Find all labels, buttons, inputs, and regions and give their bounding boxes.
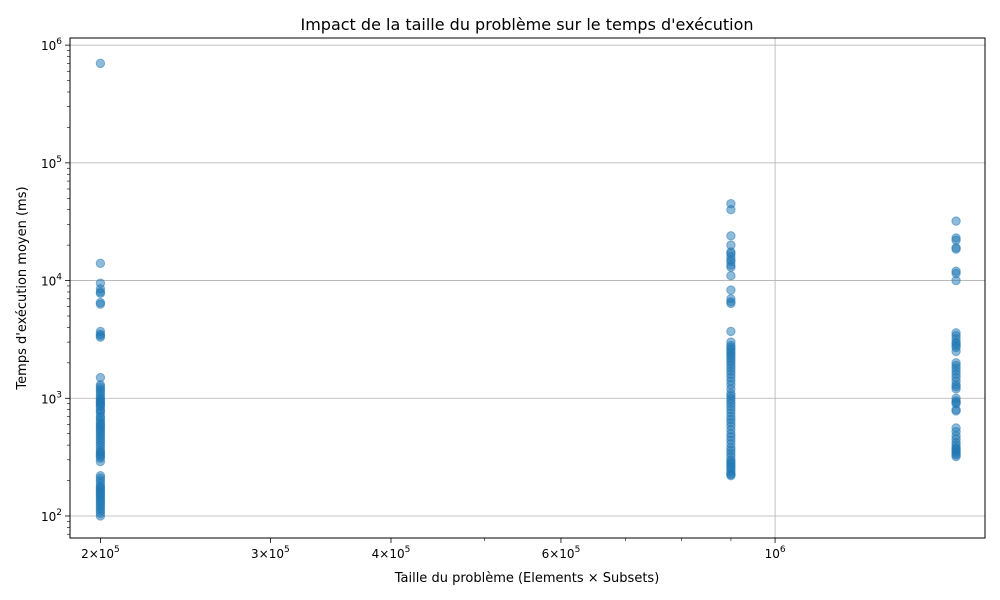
data-point	[726, 262, 736, 272]
data-point	[726, 326, 736, 337]
data-points	[95, 58, 961, 521]
data-point	[951, 244, 961, 254]
y-tick-label: 106	[41, 37, 62, 53]
data-point	[951, 384, 961, 394]
x-tick-label: 6×105	[542, 545, 581, 561]
data-point	[726, 231, 736, 241]
grid-lines	[70, 38, 985, 538]
x-tick-label: 4×105	[372, 545, 411, 561]
y-tick-label: 102	[41, 508, 62, 524]
y-tick-labels: 102 103 104 105 106	[41, 37, 62, 524]
x-tick-labels: 2×105 3×105 4×105 6×105 106	[81, 545, 786, 561]
data-point	[951, 275, 961, 286]
data-point	[95, 511, 106, 521]
data-point	[951, 346, 961, 357]
x-tick-label: 2×105	[81, 545, 120, 561]
y-tick-label: 104	[41, 273, 62, 289]
data-point	[726, 270, 736, 281]
data-point	[726, 204, 736, 215]
x-tick-label: 3×105	[251, 545, 290, 561]
data-point	[95, 58, 106, 69]
x-axis-label: Taille du problème (Elements × Subsets)	[394, 571, 660, 586]
data-point	[726, 285, 736, 295]
data-point	[95, 288, 106, 298]
data-point	[951, 216, 961, 226]
chart-title: Impact de la taille du problème sur le t…	[300, 15, 753, 34]
y-tick-label: 105	[41, 155, 62, 171]
data-point	[726, 470, 736, 481]
data-point	[95, 332, 106, 342]
axis-ticks	[65, 44, 776, 543]
data-point	[951, 451, 961, 462]
data-point	[95, 456, 106, 467]
data-point	[95, 299, 106, 309]
y-axis-label: Temps d'exécution moyen (ms)	[15, 186, 30, 390]
data-point	[951, 406, 961, 416]
plot-frame	[69, 37, 986, 539]
y-tick-label: 103	[41, 390, 62, 406]
x-tick-label: 106	[765, 545, 786, 561]
data-point	[726, 298, 736, 309]
data-point	[95, 258, 106, 269]
